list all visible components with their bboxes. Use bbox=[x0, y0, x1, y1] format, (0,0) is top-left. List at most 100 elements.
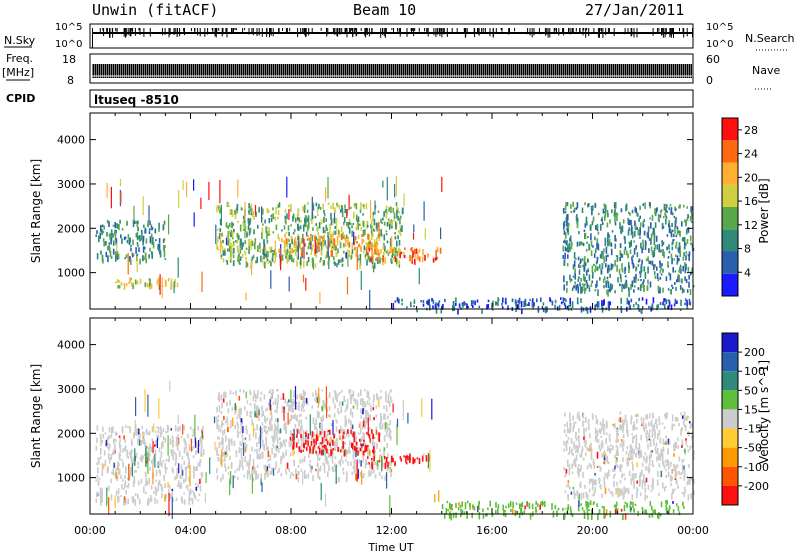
echo-cell bbox=[339, 459, 342, 467]
freq-gap bbox=[398, 64, 399, 78]
echo-cell bbox=[383, 221, 386, 226]
freq-gap bbox=[456, 64, 457, 78]
echo-cell bbox=[235, 240, 237, 243]
echo-cell bbox=[301, 424, 303, 431]
echo-cell bbox=[658, 249, 660, 252]
echo-cell bbox=[283, 240, 285, 244]
echo-cell bbox=[372, 435, 375, 439]
echo-cell bbox=[628, 265, 630, 270]
echo-cell bbox=[355, 436, 357, 444]
echo-cell bbox=[563, 240, 565, 243]
echo-cell bbox=[261, 217, 264, 220]
echo-cell bbox=[354, 469, 356, 475]
echo-cell bbox=[584, 262, 587, 266]
echo-cell bbox=[267, 458, 270, 462]
echo-cell bbox=[364, 229, 366, 235]
nsky-bar bbox=[326, 28, 328, 37]
nsky-bar bbox=[441, 28, 443, 38]
echo-cell bbox=[360, 443, 362, 446]
echo-cell bbox=[600, 426, 603, 431]
echo-cell bbox=[238, 253, 240, 257]
nsky-bar bbox=[661, 28, 662, 36]
echo-cell bbox=[139, 258, 141, 265]
y-tick-label: 3000 bbox=[57, 178, 85, 191]
echo-streak bbox=[270, 404, 272, 415]
echo-cell bbox=[337, 393, 340, 397]
nsky-bar bbox=[572, 28, 574, 34]
echo-cell bbox=[131, 252, 134, 256]
nsky-bar bbox=[569, 28, 571, 35]
echo-cell bbox=[330, 212, 332, 220]
echo-cell bbox=[632, 262, 635, 269]
echo-cell bbox=[126, 220, 128, 226]
nsky-bar bbox=[413, 28, 415, 37]
echo-cell bbox=[637, 287, 640, 291]
echo-cell bbox=[572, 486, 575, 489]
echo-cell bbox=[263, 394, 266, 400]
echo-cell bbox=[258, 415, 260, 421]
echo-cell bbox=[362, 204, 365, 208]
echo-cell bbox=[157, 426, 160, 434]
echo-cell bbox=[591, 209, 593, 216]
echo-cell bbox=[584, 232, 587, 240]
echo-cell bbox=[130, 455, 133, 463]
echo-cell bbox=[261, 405, 263, 413]
echo-cell bbox=[360, 399, 362, 406]
echo-cell bbox=[310, 235, 312, 243]
echo-cell bbox=[110, 434, 113, 438]
echo-cell bbox=[619, 424, 621, 431]
echo-streak bbox=[227, 231, 229, 245]
nsky-bar bbox=[304, 28, 306, 36]
echo-cell bbox=[155, 479, 157, 483]
echo-cell bbox=[307, 235, 309, 238]
echo-cell bbox=[163, 220, 166, 225]
nsky-bar bbox=[484, 28, 486, 35]
echo-cell bbox=[681, 221, 683, 227]
echo-cell bbox=[144, 228, 147, 234]
echo-cell bbox=[283, 250, 286, 253]
echo-cell bbox=[614, 243, 617, 249]
echo-cell bbox=[312, 216, 315, 219]
echo-cell bbox=[634, 206, 637, 213]
echo-cell bbox=[375, 426, 378, 431]
echo-cell bbox=[305, 231, 308, 237]
freq-gap bbox=[384, 64, 385, 78]
echo-cell bbox=[673, 444, 675, 452]
echo-cell bbox=[238, 408, 240, 416]
echo-cell bbox=[576, 413, 579, 420]
echo-streak bbox=[243, 443, 245, 456]
echo-cell bbox=[287, 204, 290, 208]
echo-cell bbox=[268, 420, 271, 426]
echo-cell bbox=[115, 490, 118, 496]
echo-cell bbox=[266, 466, 269, 472]
echo-cell bbox=[633, 435, 635, 439]
echo-cell bbox=[653, 227, 656, 233]
echo-cell bbox=[323, 213, 326, 217]
freq-gap bbox=[364, 64, 365, 78]
echo-cell bbox=[486, 304, 488, 310]
echo-cell bbox=[348, 418, 350, 424]
freq-gap bbox=[630, 64, 631, 78]
echo-cell bbox=[201, 433, 204, 438]
freq-gap bbox=[370, 64, 371, 78]
echo-cell bbox=[293, 460, 295, 464]
echo-cell bbox=[307, 216, 310, 223]
echo-streak bbox=[127, 253, 129, 275]
echo-cell bbox=[683, 506, 685, 509]
echo-cell bbox=[248, 239, 250, 246]
echo-cell bbox=[487, 304, 489, 309]
echo-cell bbox=[317, 232, 320, 236]
echo-cell bbox=[251, 209, 254, 214]
echo-cell bbox=[306, 261, 308, 266]
echo-cell bbox=[150, 459, 153, 464]
echo-cell bbox=[692, 284, 695, 288]
echo-cell bbox=[651, 251, 654, 256]
cpid-strip-frame bbox=[89, 89, 694, 108]
echo-cell bbox=[570, 491, 573, 495]
echo-cell bbox=[238, 447, 241, 454]
echo-cell bbox=[367, 391, 370, 398]
echo-cell bbox=[273, 453, 276, 458]
echo-cell bbox=[398, 260, 400, 265]
echo-cell bbox=[398, 261, 401, 268]
echo-cell bbox=[363, 417, 365, 424]
